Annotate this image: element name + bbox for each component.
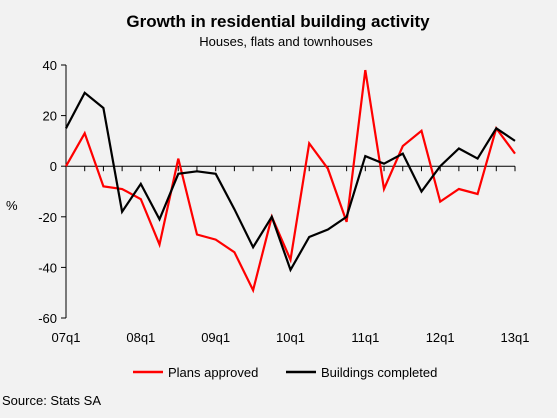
x-tick-label: 12q1 (426, 330, 455, 345)
y-tick-label: 0 (50, 159, 57, 174)
chart-subtitle: Houses, flats and townhouses (199, 34, 373, 49)
x-tick-label: 09q1 (201, 330, 230, 345)
x-tick-label: 10q1 (276, 330, 305, 345)
series-line-buildings-completed (65, 91, 516, 273)
legend-label-buildings-completed: Buildings completed (321, 365, 437, 380)
y-tick-label: -40 (38, 260, 57, 275)
x-tick-label: 08q1 (126, 330, 155, 345)
y-axis: 40 20 0 -20 -40 -60 (38, 58, 67, 326)
series-line-plans-approved (65, 69, 516, 294)
y-tick-label: 20 (43, 109, 57, 124)
x-tick-label: 11q1 (351, 330, 379, 345)
y-tick-label: -20 (38, 210, 57, 225)
y-tick-label: 40 (43, 58, 57, 73)
x-tick-label: 13q1 (501, 330, 530, 345)
x-tick-label: 07q1 (52, 330, 81, 345)
series-lines (65, 69, 516, 294)
legend-label-plans-approved: Plans approved (168, 365, 258, 380)
y-tick-label: -60 (38, 311, 57, 326)
chart-title: Growth in residential building activity (126, 12, 430, 31)
y-axis-label: % (6, 198, 18, 213)
source-note: Source: Stats SA (2, 393, 101, 408)
legend: Plans approved Buildings completed (133, 365, 437, 380)
